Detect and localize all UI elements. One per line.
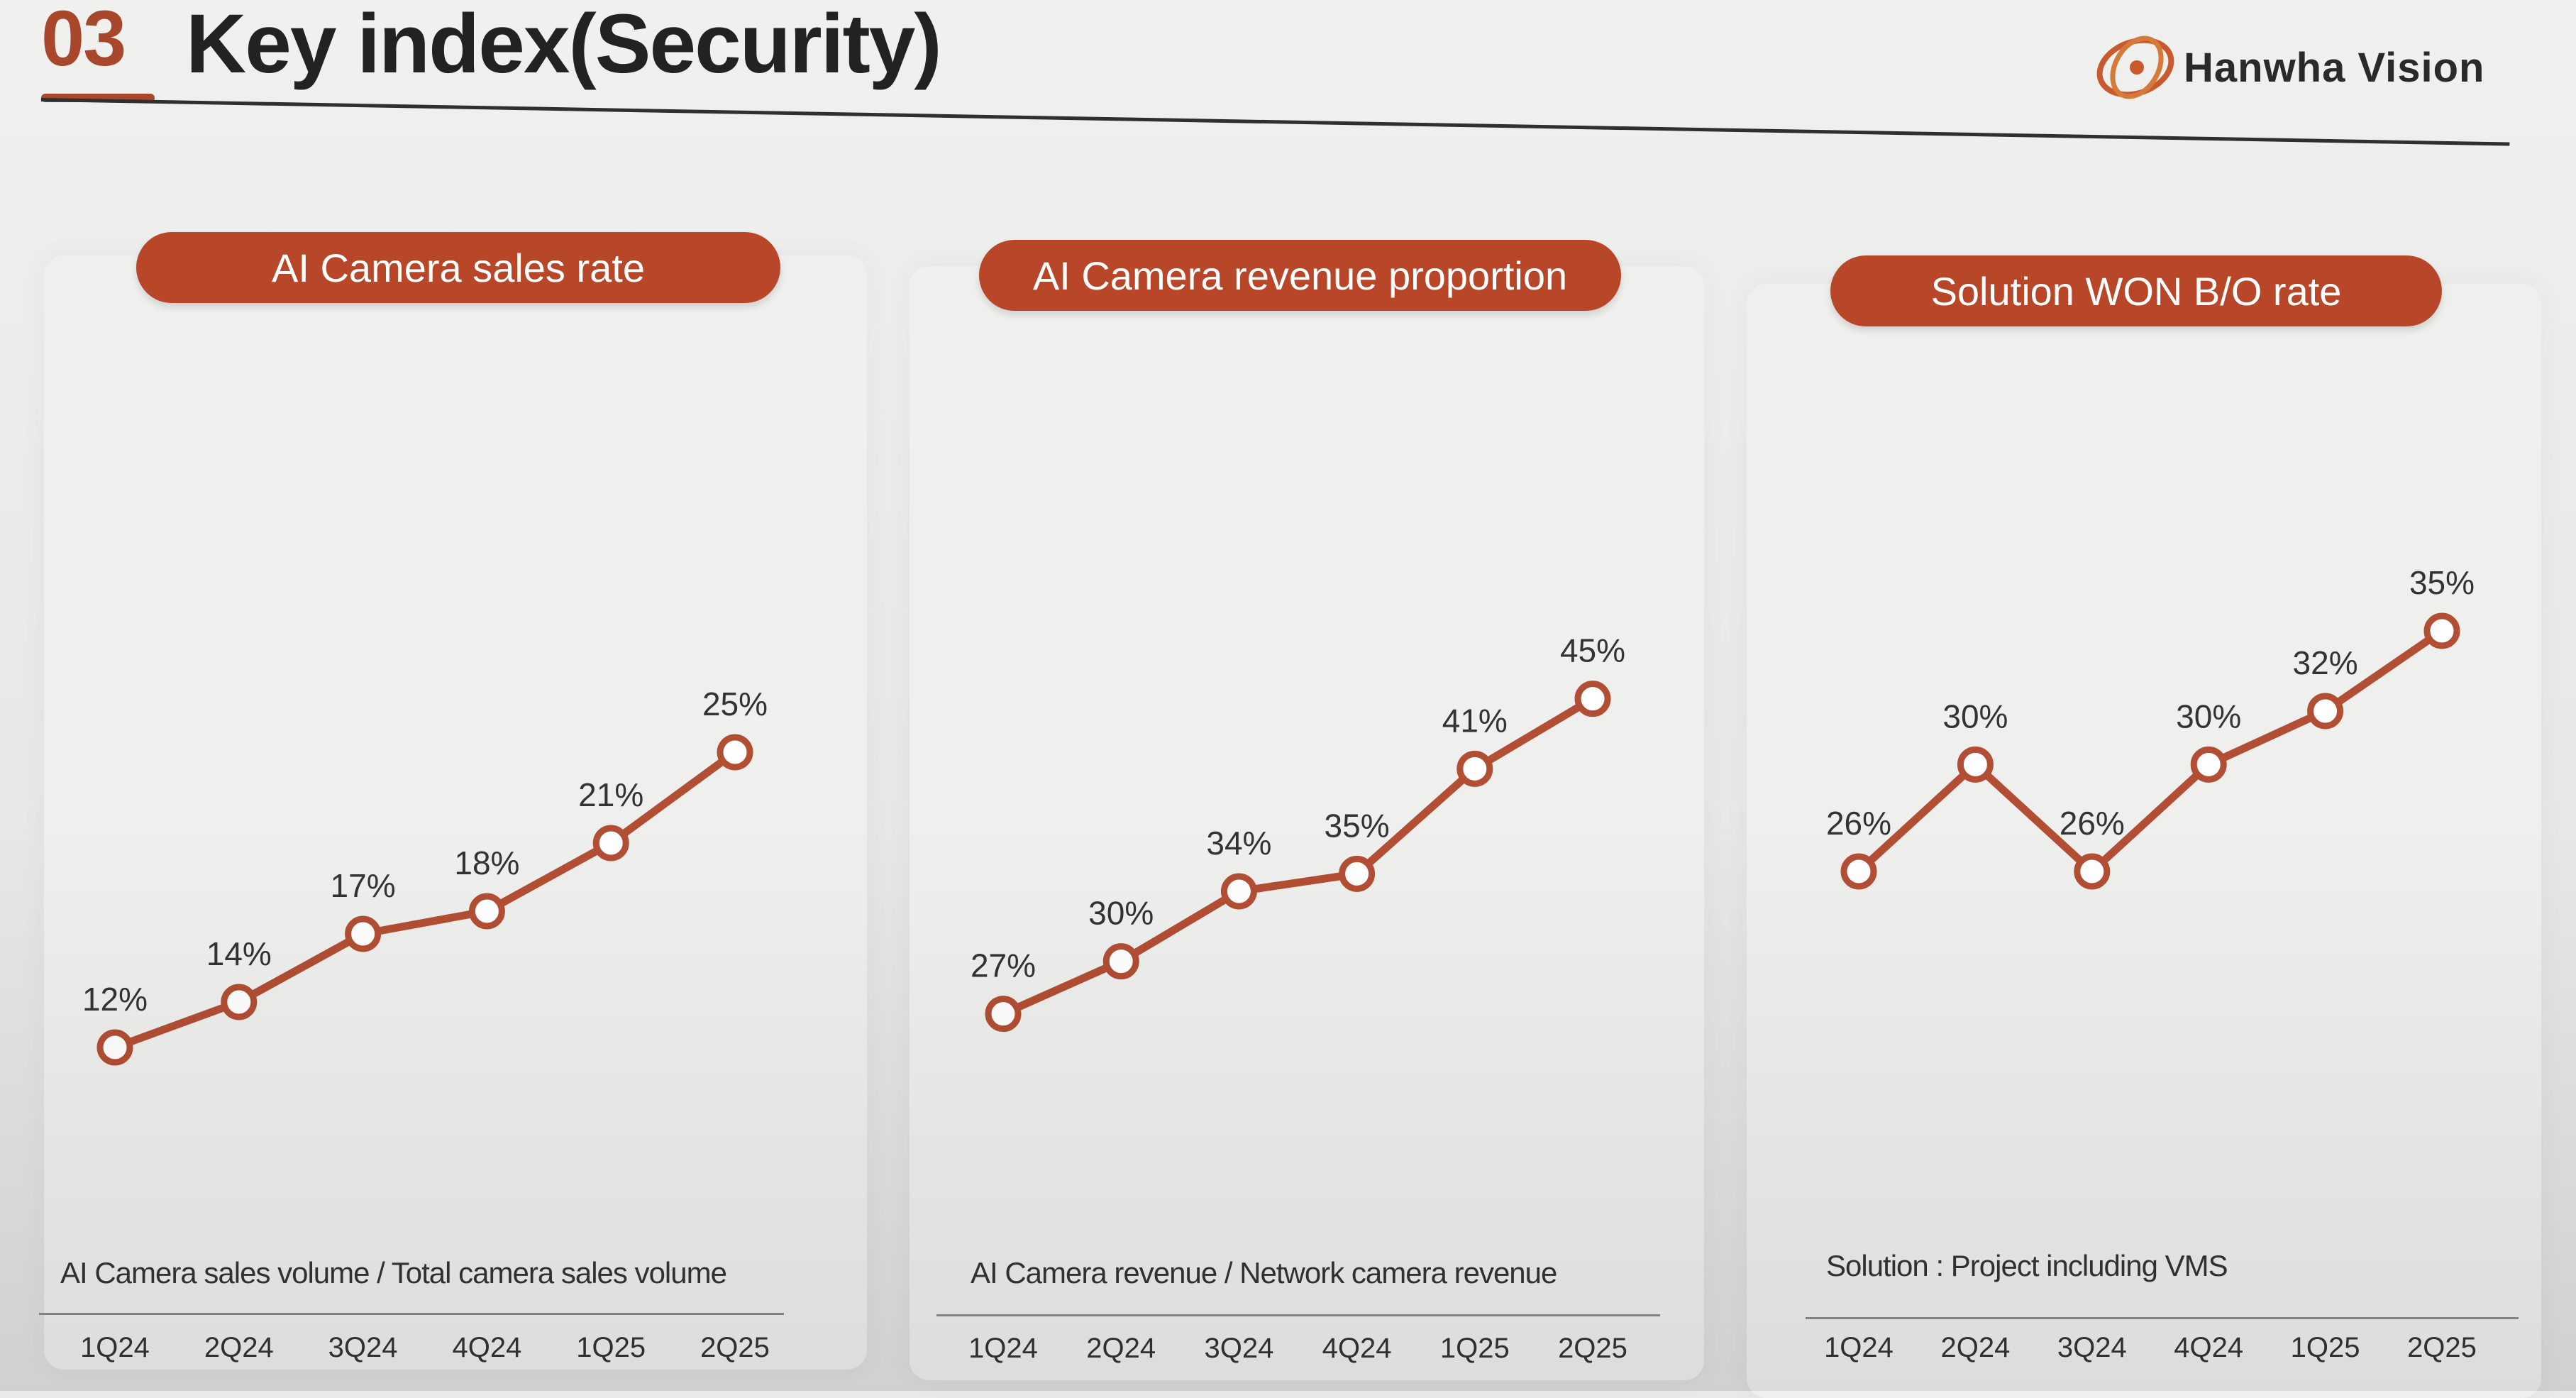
chart-baseline-3 — [1806, 1317, 2519, 1319]
data-point — [717, 734, 753, 771]
data-label: 26% — [1826, 805, 1891, 842]
data-point — [345, 915, 382, 952]
brand-name: Hanwha Vision — [2184, 44, 2485, 91]
data-point — [1957, 746, 1994, 783]
x-tick-label: 1Q25 — [1440, 1333, 1510, 1364]
data-point — [221, 984, 258, 1020]
chart-title-pill-1: AI Camera sales rate — [136, 232, 780, 303]
x-tick-label: 3Q24 — [1204, 1333, 1273, 1364]
series-line — [114, 749, 738, 1052]
data-point — [1456, 750, 1493, 787]
card-ai-camera-sales-rate — [44, 255, 867, 1370]
chart-footnote-1: AI Camera sales volume / Total camera sa… — [60, 1256, 727, 1289]
x-tick-label: 2Q24 — [1086, 1333, 1156, 1364]
data-point — [1840, 853, 1877, 890]
data-point — [2307, 693, 2344, 730]
data-point — [592, 825, 629, 862]
x-tick-label: 3Q24 — [2057, 1332, 2127, 1363]
data-point — [2190, 746, 2227, 783]
data-label: 45% — [1560, 632, 1625, 669]
card-ai-camera-revenue-proportion — [910, 266, 1704, 1380]
page-title: Key index(Security) — [186, 0, 942, 91]
card-solution-won-bo-rate — [1747, 284, 2541, 1398]
data-label: 18% — [454, 844, 519, 881]
data-label: 21% — [578, 776, 643, 813]
x-tick-label: 2Q25 — [700, 1332, 770, 1363]
x-tick-label: 1Q24 — [1824, 1332, 1894, 1363]
chart-footnote-3: Solution : Project including VMS — [1826, 1249, 2228, 1282]
data-label: 14% — [206, 935, 272, 972]
data-label: 26% — [2060, 805, 2125, 842]
data-label: 35% — [1325, 807, 1390, 844]
chart-baseline-2 — [936, 1314, 1660, 1316]
x-tick-label: 1Q25 — [2291, 1332, 2360, 1363]
chart-2: 27% 1Q24 30% 2Q24 34% 3Q24 35% 4Q24 41% 1Q25 45% 2Q… — [968, 632, 1627, 1364]
x-tick-label: 3Q24 — [328, 1332, 398, 1363]
data-point — [2074, 853, 2111, 890]
chart-1: 12% 1Q24 14% 2Q24 17% 3Q24 18% 4Q24 21% 1Q25 25% 2Q… — [80, 686, 770, 1363]
data-label: 34% — [1206, 825, 1271, 862]
data-point — [1102, 943, 1139, 980]
chart-title-pill-2: AI Camera revenue proportion — [979, 240, 1621, 311]
data-label: 17% — [331, 867, 396, 904]
chart-footnote-2: AI Camera revenue / Network camera reven… — [971, 1256, 1557, 1289]
hanwha-logo-icon — [2096, 35, 2174, 99]
data-label: 35% — [2409, 564, 2475, 601]
data-label: 27% — [971, 947, 1036, 984]
x-tick-label: 2Q25 — [2407, 1332, 2477, 1363]
data-label: 25% — [702, 686, 768, 722]
section-number: 03 — [41, 0, 126, 82]
data-point — [2423, 612, 2460, 649]
chart-title-pill-3: Solution WON B/O rate — [1830, 255, 2442, 326]
data-label: 30% — [1088, 895, 1154, 932]
x-tick-label: 2Q25 — [1558, 1333, 1627, 1364]
data-label: 32% — [2293, 644, 2358, 681]
data-point — [985, 996, 1022, 1033]
x-tick-label: 4Q24 — [2174, 1332, 2243, 1363]
x-tick-label: 2Q24 — [1940, 1332, 2010, 1363]
brand-lockup: Hanwha Vision — [2093, 28, 2484, 106]
x-tick-label: 4Q24 — [1322, 1333, 1392, 1364]
data-label: 12% — [82, 981, 148, 1018]
x-tick-label: 1Q24 — [80, 1332, 150, 1363]
data-label: 30% — [1942, 698, 2008, 734]
x-tick-label: 2Q24 — [204, 1332, 274, 1363]
series-line — [1856, 627, 2445, 876]
chart-3: 26% 1Q24 30% 2Q24 26% 3Q24 30% 4Q24 32% 1Q25 35% 2Q… — [1824, 564, 2477, 1363]
x-tick-label: 4Q24 — [452, 1332, 521, 1363]
data-point — [1339, 855, 1376, 892]
chart-baseline-1 — [39, 1313, 784, 1315]
data-point — [1574, 681, 1611, 717]
data-label: 41% — [1442, 702, 1508, 739]
data-point — [96, 1029, 133, 1066]
data-point — [468, 893, 505, 930]
series-line — [1001, 695, 1595, 1018]
data-point — [1220, 873, 1257, 910]
data-label: 30% — [2176, 698, 2241, 734]
x-tick-label: 1Q25 — [576, 1332, 646, 1363]
x-tick-label: 1Q24 — [968, 1333, 1038, 1364]
